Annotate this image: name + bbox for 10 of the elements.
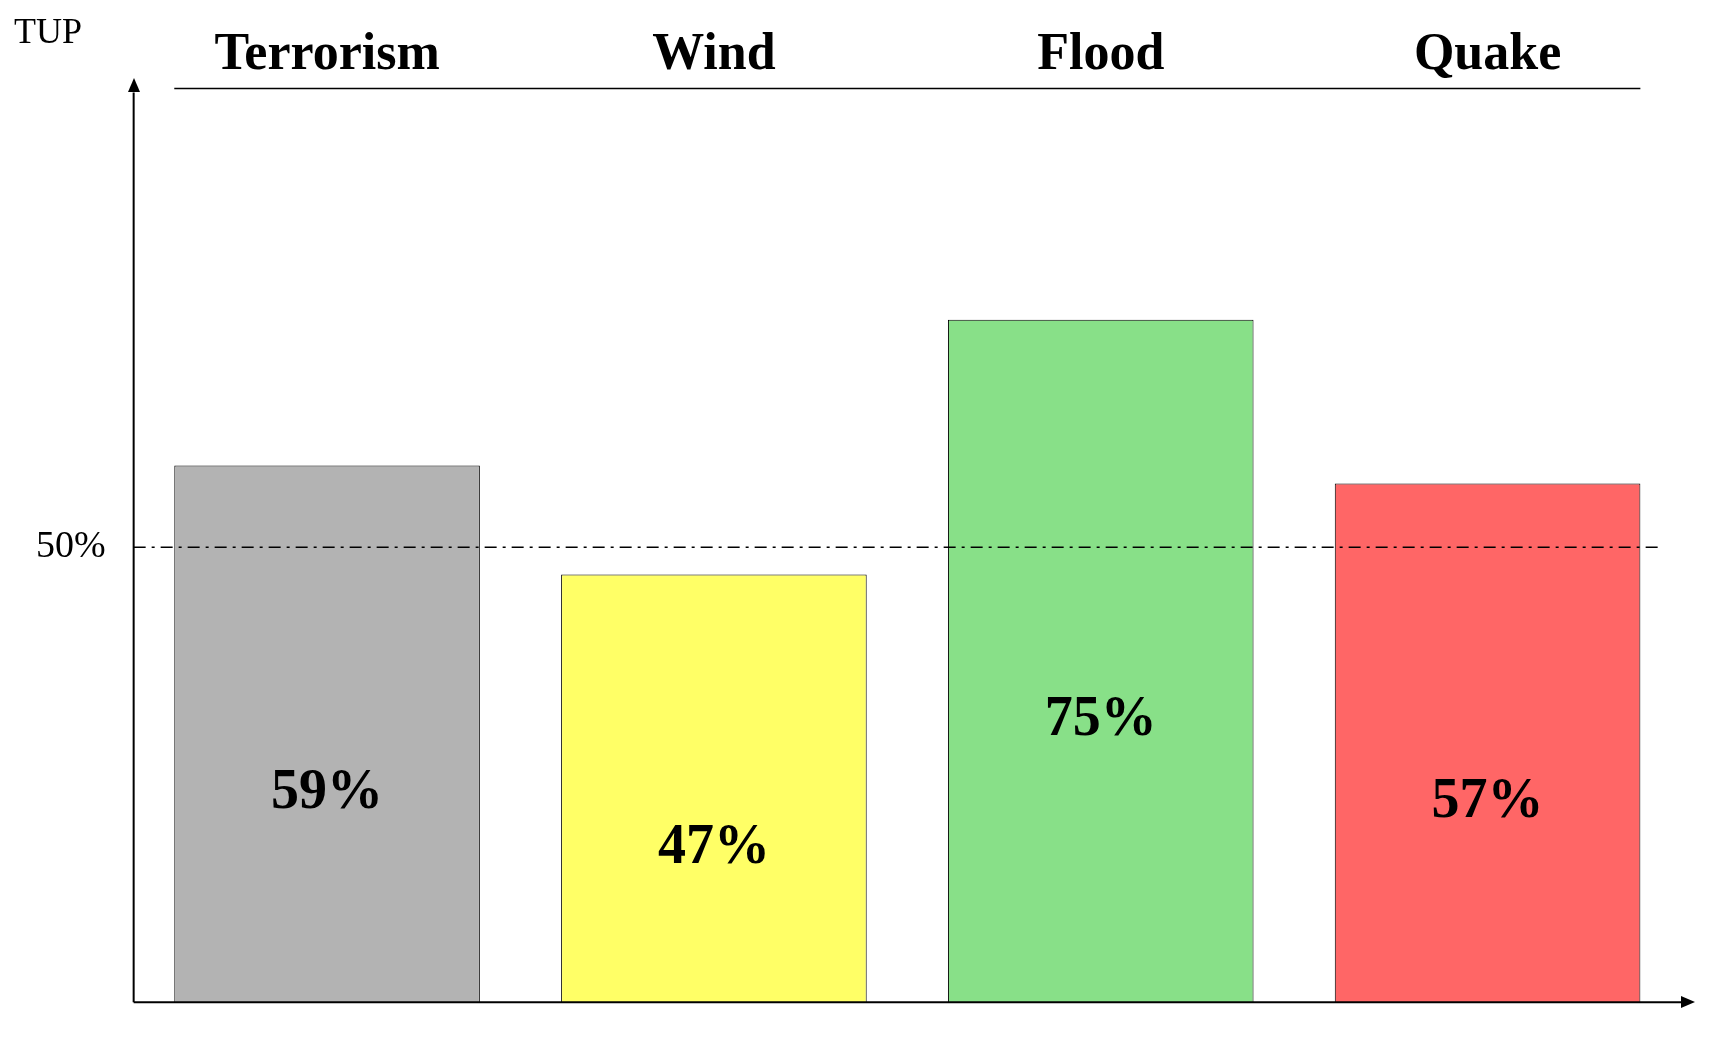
y-axis-title: TUP <box>14 11 83 52</box>
x-tick-label: Flood <box>1037 22 1165 80</box>
x-tick-label: Terrorism <box>214 22 440 80</box>
data-label: 47% <box>657 812 770 875</box>
data-label: 57% <box>1431 767 1544 830</box>
y-tick-label: 50% <box>36 523 106 566</box>
x-tick-label: Wind <box>652 22 776 80</box>
data-label: 59% <box>271 758 384 821</box>
x-tick-label: Quake <box>1413 22 1562 80</box>
data-label: 75% <box>1044 685 1157 748</box>
